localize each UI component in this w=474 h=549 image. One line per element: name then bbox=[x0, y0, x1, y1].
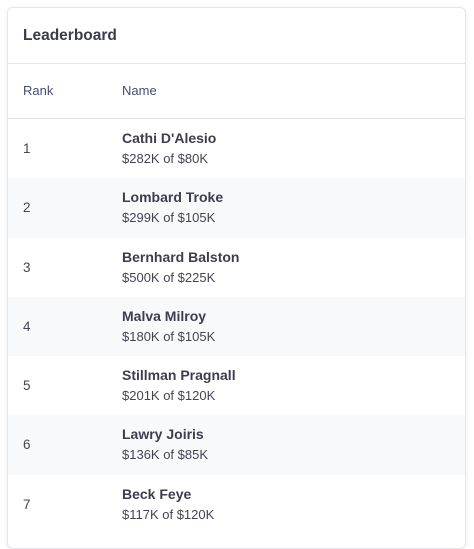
amount-detail: $500K of $225K bbox=[122, 269, 216, 285]
table-row: 4 Malva Milroy $180K of $105K bbox=[8, 296, 465, 357]
rank: 3 bbox=[23, 259, 31, 275]
amount-detail: $180K of $105K bbox=[122, 328, 216, 344]
table-row: 7 Beck Feye $117K of $120K bbox=[8, 475, 465, 534]
table-header: Rank Name bbox=[8, 64, 465, 119]
amount-detail: $299K of $105K bbox=[122, 210, 216, 226]
table-row: 6 Lawry Joiris $136K of $85K bbox=[8, 415, 465, 475]
column-header: Name bbox=[122, 83, 157, 98]
table-row: 1 Cathi D'Alesio $282K of $80K bbox=[8, 119, 465, 178]
amount-detail: $282K of $80K bbox=[122, 151, 209, 166]
amount-detail: $136K of $85K bbox=[122, 447, 209, 463]
person-name: Lombard Troke bbox=[122, 189, 224, 206]
person-name: Beck Feye bbox=[122, 485, 192, 502]
column-header: Rank bbox=[23, 83, 54, 98]
page: Leaderboard Rank Name 1 Cathi D'Alesio $28… bbox=[7, 7, 466, 549]
table-body: 1 Cathi D'Alesio $282K of $80K 2 Lombard Tro… bbox=[8, 119, 465, 534]
rank: 5 bbox=[23, 378, 31, 394]
rank: 1 bbox=[23, 141, 31, 156]
rank: 6 bbox=[23, 437, 31, 453]
card-title: Leaderboard bbox=[8, 8, 465, 64]
amount-detail: $201K of $120K bbox=[122, 388, 216, 404]
rank: 4 bbox=[23, 318, 31, 334]
rank: 7 bbox=[23, 496, 31, 512]
person-name: Malva Milroy bbox=[122, 307, 207, 324]
amount-detail: $117K of $120K bbox=[122, 506, 215, 522]
person-name: Bernhard Balston bbox=[122, 248, 240, 265]
leaderboard-card: Leaderboard Rank Name 1 Cathi D'Alesio $28… bbox=[7, 7, 466, 549]
table-row: 3 Bernhard Balston $500K of $225K bbox=[8, 238, 465, 297]
rank: 2 bbox=[23, 200, 31, 216]
table-row: 2 Lombard Troke $299K of $105K bbox=[8, 178, 465, 238]
table-row: 5 Stillman Pragnall $201K of $120K bbox=[8, 356, 465, 415]
person-name: Lawry Joiris bbox=[122, 426, 204, 443]
person-name: Stillman Pragnall bbox=[122, 367, 236, 384]
person-name: Cathi D'Alesio bbox=[122, 130, 217, 146]
